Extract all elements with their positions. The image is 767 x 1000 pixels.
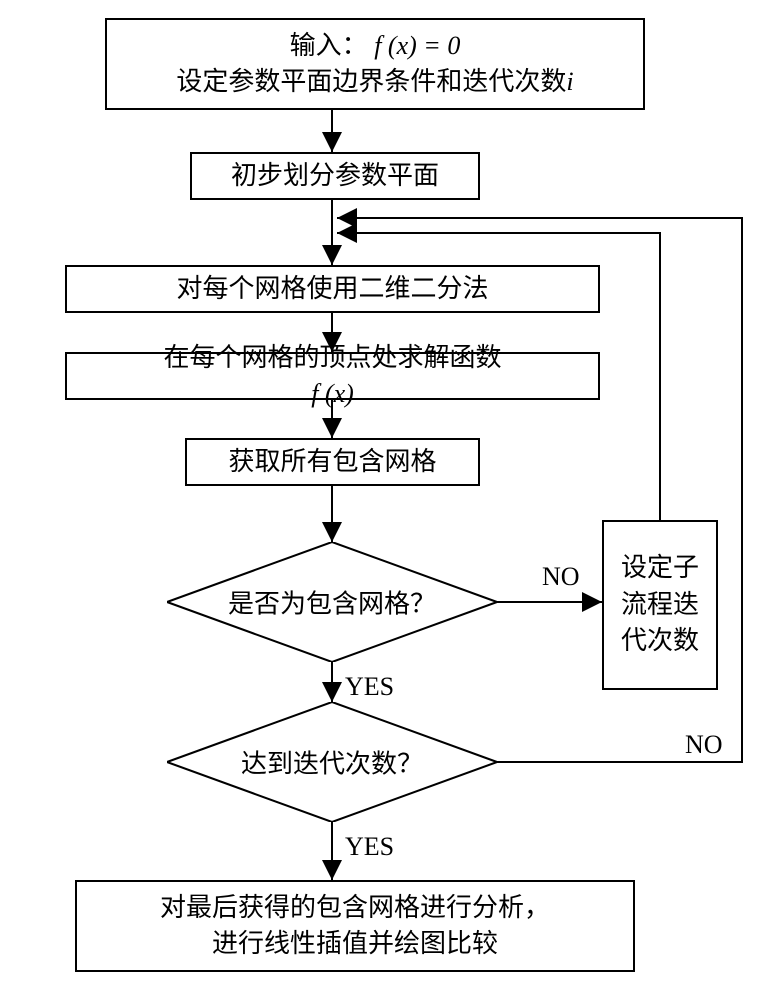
node-start: 输入： f (x) = 0 设定参数平面边界条件和迭代次数i	[105, 18, 645, 110]
node-bisect-text: 对每个网格使用二维二分法	[176, 271, 488, 307]
node-subproc: 设定子 流程迭 代次数	[602, 520, 718, 690]
label-yes2: YES	[345, 832, 394, 862]
start-line2-var: i	[566, 67, 573, 96]
subproc-line2: 流程迭	[621, 587, 699, 623]
node-bisect: 对每个网格使用二维二分法	[65, 265, 600, 313]
subproc-line3: 代次数	[621, 623, 699, 659]
final-line1: 对最后获得的包含网格进行分析，	[160, 890, 550, 926]
node-divide: 初步划分参数平面	[190, 152, 480, 200]
label-no2: NO	[685, 730, 723, 760]
subproc-line1: 设定子	[621, 550, 699, 586]
node-evaluate-math: f (x)	[311, 376, 354, 412]
d1-text: 是否为包含网格？	[182, 584, 482, 621]
node-collect: 获取所有包含网格	[185, 438, 480, 486]
node-decision-contains: 是否为包含网格？	[167, 542, 497, 662]
node-collect-text: 获取所有包含网格	[228, 444, 436, 480]
start-line1-prefix: 输入：	[290, 31, 368, 60]
node-start-line1: 输入： f (x) = 0	[290, 28, 461, 64]
node-decision-iter: 达到迭代次数？	[167, 702, 497, 822]
node-final: 对最后获得的包含网格进行分析， 进行线性插值并绘图比较	[75, 880, 635, 972]
final-line2: 进行线性插值并绘图比较	[212, 926, 498, 962]
node-divide-text: 初步划分参数平面	[231, 158, 439, 194]
node-start-line2: 设定参数平面边界条件和迭代次数i	[176, 64, 573, 100]
d2-text: 达到迭代次数？	[182, 744, 482, 781]
node-evaluate-prefix: 在每个网格的顶点处求解函数	[163, 340, 501, 376]
label-yes1: YES	[345, 672, 394, 702]
start-line1-math: f (x) = 0	[374, 31, 460, 60]
node-evaluate: 在每个网格的顶点处求解函数 f (x)	[65, 352, 600, 400]
label-no1: NO	[542, 562, 580, 592]
start-line2-prefix: 设定参数平面边界条件和迭代次数	[176, 67, 566, 96]
